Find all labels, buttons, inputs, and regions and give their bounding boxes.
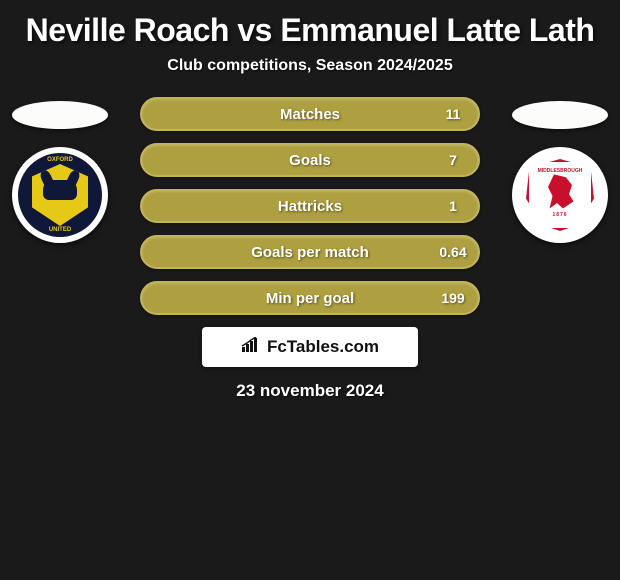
badge-text: OXFORD bbox=[18, 157, 102, 163]
stat-label: Hattricks bbox=[192, 198, 428, 215]
player-left-slot: OXFORD UNITED bbox=[10, 93, 110, 243]
stats-list: Matches 11 Goals 7 Hattricks 1 Goals per… bbox=[140, 93, 480, 315]
stat-row-min-per-goal: Min per goal 199 bbox=[140, 281, 480, 315]
brand-label: FcTables.com bbox=[267, 337, 379, 357]
ox-head-icon bbox=[43, 180, 77, 200]
stat-right-value: 7 bbox=[428, 152, 478, 168]
stat-label: Matches bbox=[192, 106, 428, 123]
player-left-photo-placeholder bbox=[12, 101, 108, 129]
stat-right-value: 0.64 bbox=[428, 244, 478, 260]
lion-icon bbox=[545, 174, 575, 210]
stat-right-value: 199 bbox=[428, 290, 478, 306]
player-right-photo-placeholder bbox=[512, 101, 608, 129]
comparison-card: Neville Roach vs Emmanuel Latte Lath Clu… bbox=[0, 0, 620, 401]
badge-text: 1876 bbox=[529, 212, 591, 218]
page-title: Neville Roach vs Emmanuel Latte Lath bbox=[0, 0, 620, 57]
subtitle: Club competitions, Season 2024/2025 bbox=[0, 57, 620, 93]
stat-label: Goals bbox=[192, 152, 428, 169]
bar-chart-icon bbox=[241, 337, 261, 358]
club-badge-oxford-united: OXFORD UNITED bbox=[12, 147, 108, 243]
stat-right-value: 1 bbox=[428, 198, 478, 214]
badge-text: MIDDLESBROUGH bbox=[529, 168, 591, 174]
stat-row-matches: Matches 11 bbox=[140, 97, 480, 131]
stat-right-value: 11 bbox=[428, 106, 478, 122]
brand-attribution[interactable]: FcTables.com bbox=[202, 327, 418, 367]
date-line: 23 november 2024 bbox=[0, 381, 620, 401]
stat-label: Goals per match bbox=[192, 244, 428, 261]
player-right-slot: MIDDLESBROUGH 1876 bbox=[510, 93, 610, 243]
main-area: OXFORD UNITED MIDDLESBROUGH 1876 bbox=[0, 93, 620, 401]
stat-row-goals-per-match: Goals per match 0.64 bbox=[140, 235, 480, 269]
stat-row-goals: Goals 7 bbox=[140, 143, 480, 177]
stat-row-hattricks: Hattricks 1 bbox=[140, 189, 480, 223]
stat-label: Min per goal bbox=[192, 290, 428, 307]
badge-text: UNITED bbox=[18, 227, 102, 233]
shield-icon bbox=[32, 164, 88, 226]
shield-icon: MIDDLESBROUGH 1876 bbox=[526, 159, 594, 231]
club-badge-middlesbrough: MIDDLESBROUGH 1876 bbox=[512, 147, 608, 243]
